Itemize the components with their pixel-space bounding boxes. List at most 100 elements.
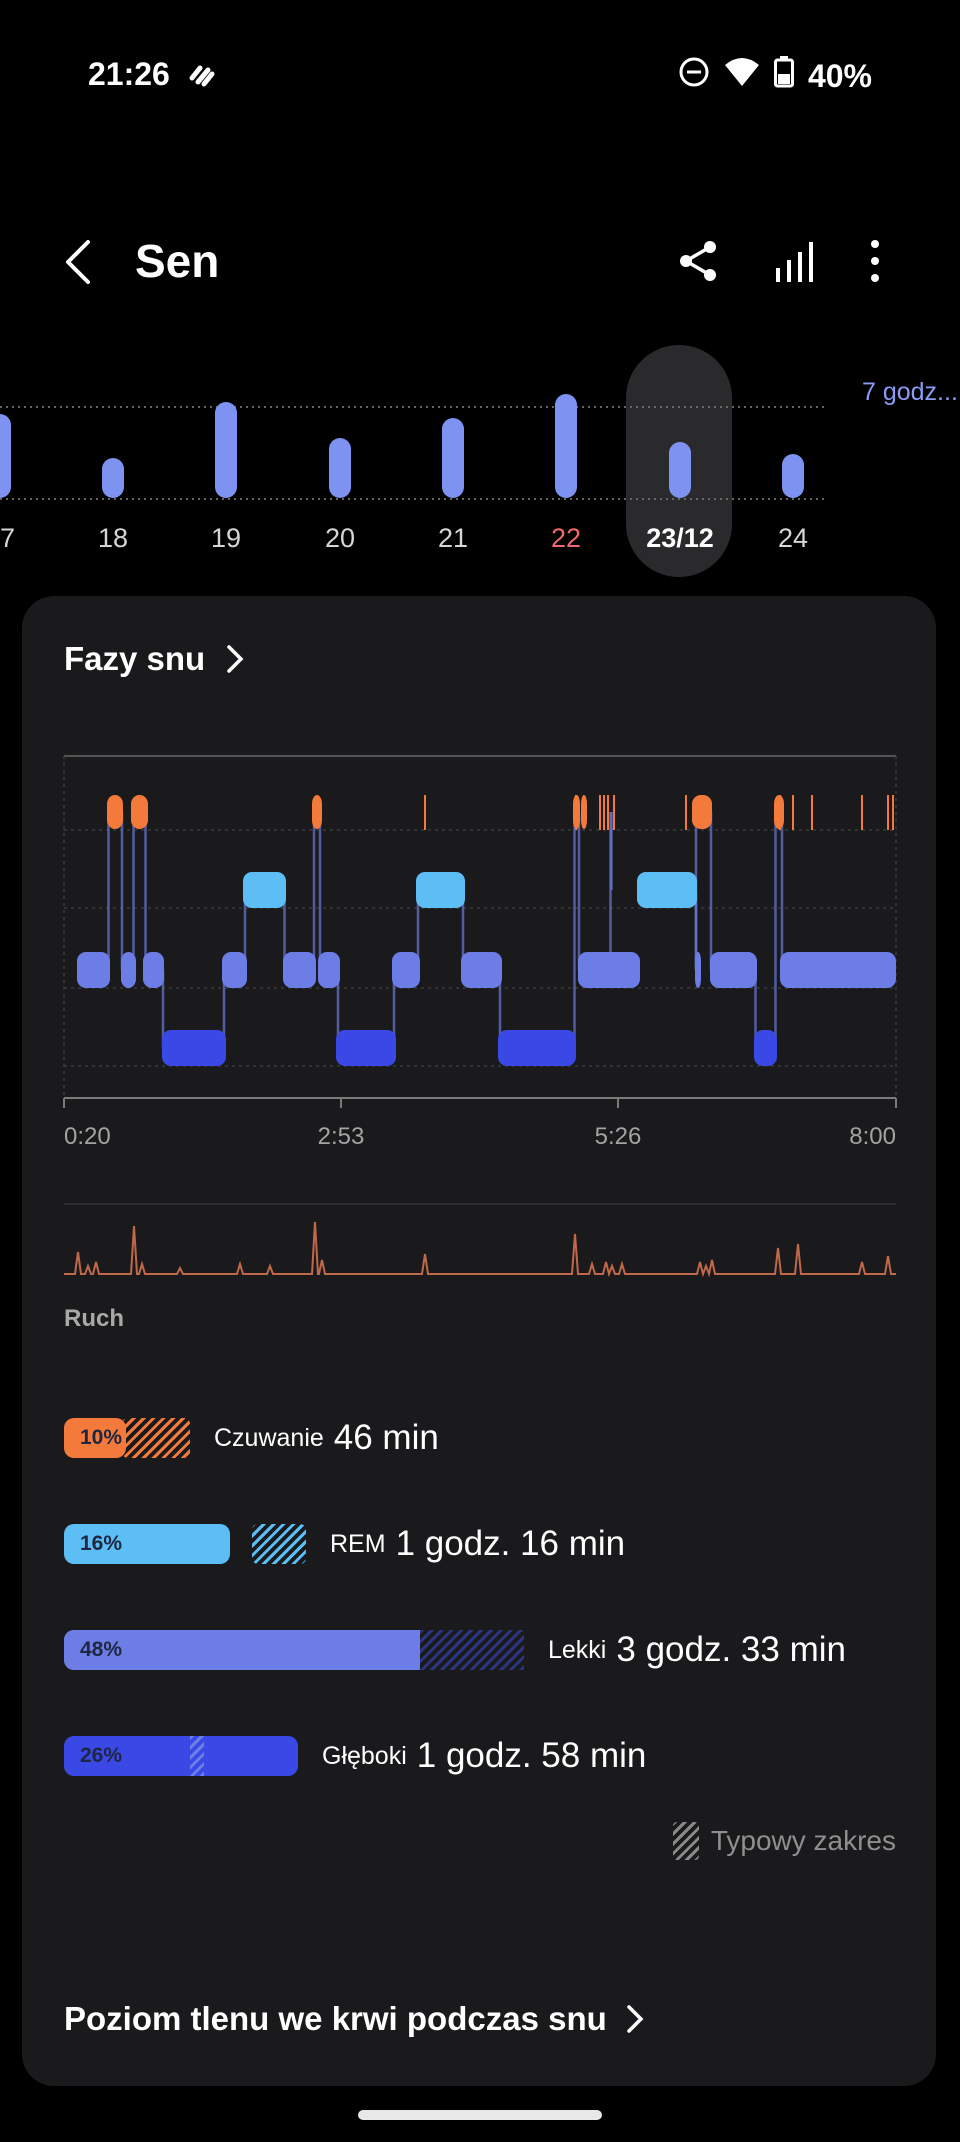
- chevron-right-icon: [227, 645, 244, 673]
- stage-duration: 46 min: [333, 1418, 439, 1457]
- back-button[interactable]: [58, 238, 102, 286]
- stage-name: Czuwanie: [214, 1423, 324, 1452]
- day-bar-7[interactable]: [782, 454, 804, 498]
- wifi-icon: [724, 57, 760, 95]
- stage-segment-17: [578, 952, 640, 988]
- share-icon: [680, 241, 716, 281]
- day-bar-5[interactable]: [555, 394, 577, 498]
- stage-segment-25: [780, 952, 896, 988]
- day-bar-3[interactable]: [329, 438, 351, 498]
- home-indicator[interactable]: [358, 2110, 602, 2120]
- stage-segment-23: [754, 1030, 777, 1066]
- stats-icon: [776, 242, 813, 282]
- stage-segment-3: [131, 795, 148, 829]
- stage-legend-row: 16% REM 1 godz. 16 min: [64, 1524, 625, 1564]
- stage-segment-6: [222, 952, 247, 988]
- stage-segment-9: [312, 795, 322, 829]
- day-label-1[interactable]: 18: [97, 523, 129, 553]
- stage-segment-21: [692, 795, 712, 829]
- typical-range-overlay: [420, 1630, 524, 1670]
- stage-legend-row: 48% Lekki 3 godz. 33 min: [64, 1630, 846, 1670]
- stage-segment-10: [318, 952, 340, 988]
- sleep-stages-header[interactable]: Fazy snu: [64, 640, 247, 678]
- stage-segment-13: [416, 872, 465, 908]
- day-bar-0[interactable]: [0, 414, 11, 498]
- stage-bar: [64, 1418, 126, 1458]
- stage-segment-4: [143, 952, 164, 988]
- stage-bar: [64, 1736, 298, 1776]
- stage-bar: [64, 1524, 230, 1564]
- stage-legend-row: 10% Czuwanie 46 min: [64, 1418, 439, 1458]
- stage-segment-12: [392, 952, 420, 988]
- stage-duration: 1 godz. 58 min: [416, 1736, 647, 1775]
- x-tick-label-2: 5:26: [595, 1123, 642, 1150]
- day-label-0[interactable]: 17: [0, 523, 16, 553]
- typical-range-hatch: [190, 1736, 204, 1776]
- day-label-6[interactable]: 23/12: [646, 523, 714, 553]
- page-title: Sen: [135, 235, 220, 287]
- dnd-icon: [678, 56, 710, 96]
- stage-bar-wrap: 26%: [64, 1736, 298, 1776]
- more-icon: [871, 240, 879, 282]
- battery-percent: 40%: [807, 57, 872, 94]
- day-bar-2[interactable]: [215, 402, 237, 498]
- typical-range-hatch: [252, 1524, 306, 1564]
- stage-duration: 3 godz. 33 min: [616, 1630, 846, 1669]
- stage-duration: 1 godz. 16 min: [395, 1524, 626, 1563]
- stage-name: REM: [330, 1529, 386, 1558]
- stage-segment-18: [581, 795, 587, 829]
- day-bar-6[interactable]: [669, 442, 691, 498]
- day-label-3[interactable]: 20: [324, 523, 356, 553]
- stage-bar-fill: [64, 1630, 420, 1670]
- stage-segment-15: [498, 1030, 576, 1066]
- day-bar-4[interactable]: [442, 418, 464, 498]
- day-label-4[interactable]: 21: [437, 523, 469, 553]
- typical-range-swatch: [672, 1822, 699, 1860]
- oxygen-title: Poziom tlenu we krwi podczas snu: [64, 2000, 607, 2037]
- goal-label: 7 godz...: [862, 378, 958, 406]
- sleep-stages-title: Fazy snu: [64, 640, 206, 677]
- typical-range-label: Typowy zakres: [710, 1825, 896, 1856]
- stage-segment-20: [695, 952, 701, 988]
- sleep-card: [22, 596, 936, 2086]
- stage-name: Głęboki: [322, 1741, 407, 1770]
- movement-label: Ruch: [64, 1305, 124, 1332]
- day-label-2[interactable]: 19: [210, 523, 242, 553]
- battery-icon: [773, 56, 794, 96]
- stage-segment-22: [710, 952, 757, 988]
- back-icon: [66, 240, 90, 284]
- stage-segment-8: [283, 952, 316, 988]
- stage-bar-wrap: 10%: [64, 1418, 190, 1458]
- stage-segment-11: [336, 1030, 396, 1066]
- chevron-right-icon: [627, 2005, 644, 2033]
- date-strip[interactable]: 17 18 19 20 21 22 23/12 24: [0, 345, 960, 577]
- day-label-5[interactable]: 22: [550, 523, 582, 553]
- stage-percent: 48%: [80, 1638, 123, 1661]
- typical-range-legend: Typowy zakres: [672, 1822, 896, 1860]
- oxygen-section-header[interactable]: Poziom tlenu we krwi podczas snu: [64, 2000, 647, 2038]
- sleep-stages-chart: 0:20 2:53 5:26 8:00: [63, 755, 897, 1278]
- stage-segment-2: [121, 952, 136, 988]
- day-label-7[interactable]: 24: [777, 523, 809, 553]
- stage-segment-19: [637, 872, 697, 908]
- stage-percent: 10%: [80, 1426, 123, 1449]
- stage-percent: 26%: [80, 1744, 123, 1767]
- typical-range-hatch: [122, 1418, 190, 1458]
- stage-segment-0: [77, 952, 110, 988]
- stage-percent: 16%: [80, 1532, 123, 1555]
- x-tick-label-3: 8:00: [849, 1123, 896, 1150]
- stage-segment-7: [243, 872, 286, 908]
- status-right: 40%: [678, 56, 872, 96]
- status-time: 21:26: [88, 56, 170, 92]
- more-button[interactable]: [860, 238, 906, 284]
- stage-segment-1: [107, 795, 123, 829]
- x-tick-label-0: 0:20: [64, 1123, 111, 1150]
- share-button[interactable]: [676, 238, 722, 284]
- stage-segment-5: [162, 1030, 226, 1066]
- movement-line: [64, 1221, 896, 1278]
- stage-bar-wrap: 48%: [64, 1630, 524, 1670]
- stage-name: Lekki: [548, 1635, 607, 1664]
- sync-icon: [188, 62, 216, 93]
- day-bar-1[interactable]: [102, 458, 124, 498]
- stats-button[interactable]: [772, 238, 818, 284]
